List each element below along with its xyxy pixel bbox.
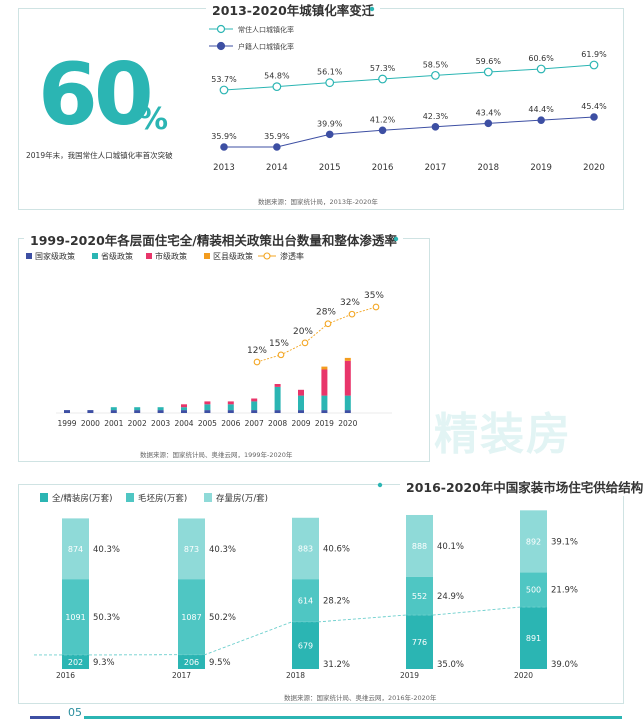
- chart3-source: 数据来源：国家统计局、奥维云网，2016年-2020年: [284, 694, 437, 702]
- chart1-source: 数据来源：国家统计局，2013年-2020年: [258, 198, 378, 206]
- page-number: 05: [68, 706, 82, 719]
- urbanization-panel: [18, 8, 624, 210]
- chart2-title: 1999-2020年各层面住宅全/精装相关政策出台数量和整体渗透率: [24, 230, 403, 249]
- policy-panel: [18, 238, 430, 462]
- highlight-unit: %: [138, 102, 169, 137]
- supply-panel: [18, 484, 624, 704]
- footer-accent-left: [30, 716, 60, 719]
- watermark: 精装房: [434, 409, 572, 460]
- chart2-source: 数据来源：国家统计局、奥维云网，1999年-2020年: [140, 451, 293, 459]
- highlight-caption: 2019年末，我国常住人口城镇化率首次突破: [26, 151, 173, 160]
- highlight-number: 60: [38, 45, 154, 145]
- chart1-title: 2013-2020年城镇化率变迁: [206, 0, 381, 19]
- footer-accent-right: [84, 716, 622, 719]
- chart3-title: 2016-2020年中国家装市场住宅供给结构: [400, 477, 643, 496]
